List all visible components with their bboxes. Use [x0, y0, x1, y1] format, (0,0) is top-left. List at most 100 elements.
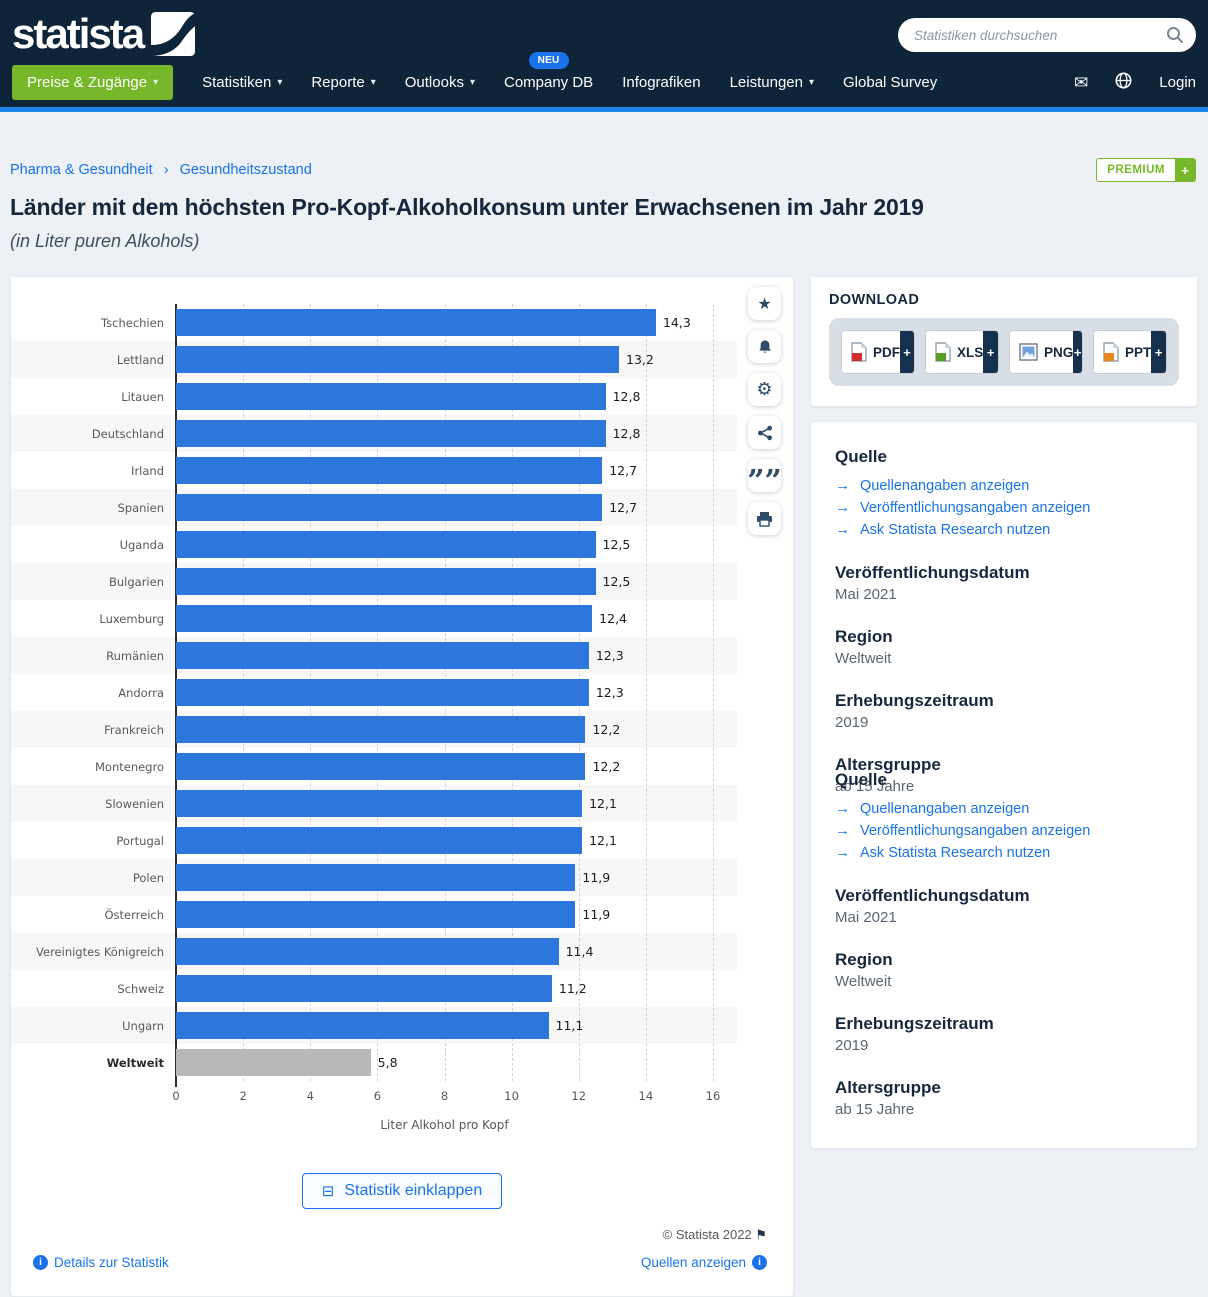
bar-value-label: 13,2: [626, 352, 654, 367]
meta-field-label: Altersgruppe: [835, 755, 941, 774]
meta-field-label: Veröffentlichungsdatum: [835, 563, 1030, 582]
statista-logo[interactable]: statista: [12, 10, 196, 58]
bar[interactable]: [176, 420, 606, 447]
details-link[interactable]: i Details zur Statistik: [33, 1255, 169, 1270]
chevron-down-icon: ▾: [370, 77, 376, 88]
bar[interactable]: [176, 1012, 549, 1039]
bar[interactable]: [176, 605, 593, 632]
mail-button[interactable]: ✉: [1074, 74, 1088, 91]
bar-cell: 12,8: [176, 378, 713, 415]
plus-icon: +: [983, 331, 998, 373]
bar[interactable]: [176, 753, 586, 780]
source-heading: Quelle: [835, 770, 887, 789]
notification-bell-button[interactable]: [748, 330, 781, 363]
bar[interactable]: [176, 531, 596, 558]
info-icon: i: [752, 1255, 767, 1270]
bar[interactable]: [176, 716, 586, 743]
ask-statista-research-link[interactable]: → Ask Statista Research nutzen: [835, 519, 1173, 541]
bar-category-label: Vereinigtes Königreich: [36, 944, 164, 959]
breadcrumb-separator-icon: ›: [163, 162, 169, 178]
statista-logo-icon: [151, 12, 196, 56]
bar[interactable]: [176, 568, 596, 595]
bar-row: Slowenien 12,1: [11, 785, 737, 822]
download-pdf-button[interactable]: PDF +: [841, 330, 915, 374]
bar-category-label: Frankreich: [104, 722, 164, 737]
bar[interactable]: [176, 827, 583, 854]
meta-field-label: Region: [835, 950, 893, 969]
print-icon: [757, 511, 772, 527]
bar-category-label: Österreich: [104, 907, 164, 922]
chevron-down-icon: ▾: [277, 77, 283, 88]
download-xls-button[interactable]: XLS +: [925, 330, 999, 374]
bar-value-label: 12,5: [602, 574, 631, 589]
meta-field-label: Veröffentlichungsdatum: [835, 886, 1030, 905]
print-button[interactable]: [748, 502, 781, 535]
breadcrumb-gesundheitszustand[interactable]: Gesundheitszustand: [179, 162, 312, 178]
bar-cell: 11,4: [176, 933, 713, 970]
source-citations-link[interactable]: → Quellenangaben anzeigen: [835, 798, 1173, 820]
bar[interactable]: [176, 457, 603, 484]
premium-badge[interactable]: PREMIUM +: [1096, 158, 1196, 182]
bar[interactable]: [176, 642, 589, 669]
sources-link[interactable]: Quellen anzeigen i: [641, 1255, 767, 1270]
bar[interactable]: [176, 790, 583, 817]
bar-cell: 12,8: [176, 415, 713, 452]
nav-statistiken[interactable]: Statistiken ▾: [202, 74, 282, 91]
nav-company-db[interactable]: NEU Company DB: [504, 51, 593, 91]
collapse-statistic-button[interactable]: ⊟ Statistik einklappen: [301, 1173, 503, 1209]
bell-icon: [758, 340, 771, 353]
bar[interactable]: [176, 679, 589, 706]
nav-reporte[interactable]: Reporte ▾: [311, 74, 375, 91]
download-png-button[interactable]: PNG +: [1009, 330, 1083, 374]
bar-cell: 12,2: [176, 711, 713, 748]
download-ppt-button[interactable]: PPT +: [1093, 330, 1167, 374]
nav-leistungen[interactable]: Leistungen ▾: [730, 74, 814, 91]
bar[interactable]: [176, 383, 606, 410]
settings-gear-button[interactable]: ⚙: [748, 373, 781, 406]
bar-value-label: 12,8: [612, 426, 641, 441]
bar-category-label: Polen: [132, 870, 164, 885]
x-axis-title: Liter Alkohol pro Kopf: [380, 1118, 509, 1132]
nav-outlooks[interactable]: Outlooks ▾: [405, 74, 475, 91]
search-icon[interactable]: [1166, 26, 1184, 44]
statistic-meta-card: Quelle → Quellenangaben anzeigen → Veröffe…: [810, 421, 1198, 1149]
breadcrumb: Pharma & Gesundheit › Gesundheitszustand: [10, 162, 312, 178]
nav-global-survey[interactable]: Global Survey: [843, 74, 937, 91]
publication-details-link[interactable]: → Veröffentlichungsangaben anzeigen: [835, 820, 1173, 842]
nav-label: Reporte: [311, 73, 365, 91]
login-link[interactable]: Login: [1159, 73, 1196, 91]
bar[interactable]: [176, 494, 603, 521]
publication-details-link[interactable]: → Veröffentlichungsangaben anzeigen: [835, 497, 1173, 519]
search-input[interactable]: [898, 18, 1196, 52]
nav-label: Global Survey: [843, 73, 938, 91]
bar-value-label: 12,2: [592, 759, 621, 774]
bar[interactable]: [176, 901, 576, 928]
bar[interactable]: [176, 864, 576, 891]
meta-field-value: 2019: [835, 714, 869, 731]
nav-label: Preise & Zugänge: [27, 73, 148, 91]
bar-row: Uganda 12,5: [11, 526, 737, 563]
source-citations-link[interactable]: → Quellenangaben anzeigen: [835, 475, 1173, 497]
gear-icon: ⚙: [756, 379, 773, 399]
meta-field-value: Weltweit: [835, 973, 892, 990]
bar[interactable]: [176, 1049, 371, 1076]
favorite-star-button[interactable]: ★: [748, 287, 781, 320]
nav-preise-zugaenge[interactable]: Preise & Zugänge ▾: [12, 64, 174, 100]
share-button[interactable]: [748, 416, 781, 449]
bar-value-label: 12,1: [589, 796, 617, 811]
nav-label: Statistiken: [202, 73, 272, 91]
bar[interactable]: [176, 938, 559, 965]
cite-quote-button[interactable]: ””: [747, 459, 782, 497]
breadcrumb-pharma-gesundheit[interactable]: Pharma & Gesundheit: [10, 162, 153, 178]
ask-statista-research-link[interactable]: → Ask Statista Research nutzen: [835, 842, 1173, 864]
nav-infografiken[interactable]: Infografiken: [622, 74, 700, 91]
language-globe-button[interactable]: [1115, 72, 1132, 92]
bar-category-label: Portugal: [116, 833, 164, 848]
bar[interactable]: [176, 975, 552, 1002]
bar-value-label: 12,4: [599, 611, 628, 626]
bar[interactable]: [176, 346, 620, 373]
meta-field-label: Region: [835, 627, 893, 646]
xls-file-icon: [935, 342, 951, 362]
meta-field-value: Mai 2021: [835, 909, 897, 926]
bar[interactable]: [176, 309, 656, 336]
